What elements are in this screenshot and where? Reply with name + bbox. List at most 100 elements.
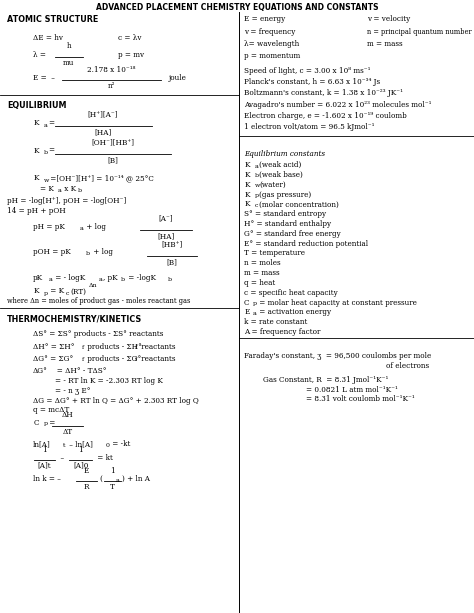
Text: ΔS° = ΣS° products - ΣS° reactants: ΔS° = ΣS° products - ΣS° reactants	[33, 330, 164, 338]
Text: b: b	[121, 277, 125, 282]
Text: x K: x K	[62, 185, 76, 193]
Text: reactants: reactants	[139, 343, 175, 351]
Text: =: =	[48, 119, 55, 127]
Text: E =  –: E = –	[33, 74, 55, 82]
Text: ATOMIC STRUCTURE: ATOMIC STRUCTURE	[7, 15, 99, 25]
Text: 14 = pH + pOH: 14 = pH + pOH	[7, 207, 66, 215]
Text: E = energy: E = energy	[244, 15, 285, 23]
Text: Electron charge, e = -1.602 x 10⁻¹⁹ coulomb: Electron charge, e = -1.602 x 10⁻¹⁹ coul…	[244, 112, 407, 120]
Text: K: K	[244, 161, 250, 169]
Text: p: p	[255, 193, 259, 198]
Text: Planck's constant, h = 6.63 x 10⁻³⁴ Js: Planck's constant, h = 6.63 x 10⁻³⁴ Js	[244, 78, 380, 86]
Text: EQUILIBRIUM: EQUILIBRIUM	[7, 101, 67, 110]
Text: v = frequency: v = frequency	[244, 28, 295, 36]
Text: (gas pressure): (gas pressure)	[259, 191, 311, 199]
Text: = 8.31 volt coulomb mol⁻¹K⁻¹: = 8.31 volt coulomb mol⁻¹K⁻¹	[306, 395, 414, 403]
Text: (RT): (RT)	[70, 287, 86, 295]
Text: = K: = K	[40, 185, 54, 193]
Text: ADVANCED PLACEMENT CHEMISTRY EQUATIONS AND CONSTANTS: ADVANCED PLACEMENT CHEMISTRY EQUATIONS A…	[96, 3, 378, 12]
Text: p: p	[44, 421, 48, 426]
Text: p = mv: p = mv	[118, 51, 145, 59]
Text: w: w	[255, 183, 260, 188]
Text: 1: 1	[110, 467, 115, 475]
Text: λ =: λ =	[33, 51, 46, 59]
Text: Speed of light, c = 3.00 x 10⁸ ms⁻¹: Speed of light, c = 3.00 x 10⁸ ms⁻¹	[244, 67, 371, 75]
Text: [A⁻]: [A⁻]	[159, 215, 173, 223]
Text: = - logK: = - logK	[53, 274, 85, 282]
Text: C: C	[33, 419, 39, 427]
Text: m = mass: m = mass	[367, 40, 403, 48]
Text: reactants: reactants	[139, 355, 175, 363]
Text: G° = standard free energy: G° = standard free energy	[244, 230, 341, 238]
Text: Δn: Δn	[89, 283, 98, 288]
Text: mu: mu	[63, 59, 74, 67]
Text: = -logK: = -logK	[126, 274, 155, 282]
Text: [HB⁺]: [HB⁺]	[161, 240, 182, 248]
Text: ΔH° = ΣH°: ΔH° = ΣH°	[33, 343, 75, 351]
Text: = K: = K	[48, 287, 64, 295]
Text: (: (	[100, 475, 102, 483]
Text: b: b	[255, 173, 259, 178]
Text: S° = standard entropy: S° = standard entropy	[244, 210, 326, 218]
Text: (water): (water)	[259, 181, 286, 189]
Text: = - n ʒ E°: = - n ʒ E°	[55, 387, 90, 395]
Text: f: f	[135, 345, 137, 350]
Text: K: K	[33, 174, 39, 182]
Text: T: T	[110, 483, 115, 491]
Text: K: K	[244, 171, 250, 179]
Text: H° = standard enthalpy: H° = standard enthalpy	[244, 220, 331, 228]
Text: E° = standard reduction potential: E° = standard reduction potential	[244, 240, 368, 248]
Text: – ln[A]: – ln[A]	[67, 440, 93, 448]
Text: a: a	[255, 164, 258, 169]
Text: = -kt: = -kt	[110, 440, 130, 448]
Text: k = rate constant: k = rate constant	[244, 318, 308, 326]
Text: c = specific heat capacity: c = specific heat capacity	[244, 289, 338, 297]
Text: = ΔH° - TΔS°: = ΔH° - TΔS°	[50, 367, 106, 375]
Text: ln[A]: ln[A]	[33, 440, 51, 448]
Text: K: K	[33, 119, 39, 127]
Text: [B]: [B]	[166, 258, 177, 266]
Text: ΔG° = ΣG°: ΔG° = ΣG°	[33, 355, 73, 363]
Text: THERMOCHEMISTRY/KINETICS: THERMOCHEMISTRY/KINETICS	[7, 314, 142, 324]
Text: Gas Constant, R  = 8.31 Jmol⁻¹K⁻¹: Gas Constant, R = 8.31 Jmol⁻¹K⁻¹	[263, 376, 389, 384]
Text: = molar heat capacity at constant pressure: = molar heat capacity at constant pressu…	[257, 299, 417, 306]
Text: 1: 1	[42, 446, 47, 454]
Text: Avagadro's number = 6.022 x 10²³ molecules mol⁻¹: Avagadro's number = 6.022 x 10²³ molecul…	[244, 101, 432, 109]
Text: b: b	[78, 188, 82, 193]
Text: (molar concentration): (molar concentration)	[259, 200, 339, 208]
Text: =: =	[48, 147, 55, 154]
Text: q = mcΔT: q = mcΔT	[33, 406, 69, 414]
Text: c: c	[65, 291, 69, 295]
Text: a: a	[253, 311, 256, 316]
Text: (weak base): (weak base)	[259, 171, 303, 179]
Text: [A]t: [A]t	[37, 462, 51, 470]
Text: pH = -log[H⁺], pOH = -log[OH⁻]: pH = -log[H⁺], pOH = -log[OH⁻]	[7, 197, 127, 205]
Text: p: p	[44, 291, 48, 295]
Text: ΔG = ΔG° + RT ln Q = ΔG° + 2.303 RT log Q: ΔG = ΔG° + RT ln Q = ΔG° + 2.303 RT log …	[33, 397, 199, 405]
Text: a: a	[58, 188, 62, 193]
Text: h: h	[66, 42, 71, 50]
Text: λ= wavelength: λ= wavelength	[244, 40, 300, 48]
Text: + log: + log	[91, 248, 113, 256]
Text: p: p	[253, 301, 257, 306]
Text: E: E	[84, 467, 89, 475]
Text: ΔH: ΔH	[62, 411, 73, 419]
Text: pH = pK: pH = pK	[33, 223, 65, 230]
Text: f: f	[82, 345, 84, 350]
Text: b: b	[44, 150, 48, 155]
Text: [H⁺][A⁻]: [H⁺][A⁻]	[88, 110, 118, 118]
Text: c = λv: c = λv	[118, 34, 142, 42]
Text: 1: 1	[78, 446, 83, 454]
Text: 1 electron volt/atom = 96.5 kJmol⁻¹: 1 electron volt/atom = 96.5 kJmol⁻¹	[244, 123, 374, 131]
Text: q = heat: q = heat	[244, 279, 275, 287]
Text: E: E	[244, 308, 249, 316]
Text: Boltzmann's constant, k = 1.38 x 10⁻²³ JK⁻¹: Boltzmann's constant, k = 1.38 x 10⁻²³ J…	[244, 89, 403, 97]
Text: C: C	[244, 299, 250, 306]
Text: =[OH⁻][H⁺] = 10⁻¹⁴ @ 25°C: =[OH⁻][H⁺] = 10⁻¹⁴ @ 25°C	[48, 174, 154, 182]
Text: [HA]: [HA]	[157, 232, 174, 240]
Text: = activation energy: = activation energy	[257, 308, 331, 316]
Text: [A]0: [A]0	[73, 462, 88, 470]
Text: K: K	[33, 147, 39, 154]
Text: K: K	[33, 287, 39, 295]
Text: pOH = pK: pOH = pK	[33, 248, 71, 256]
